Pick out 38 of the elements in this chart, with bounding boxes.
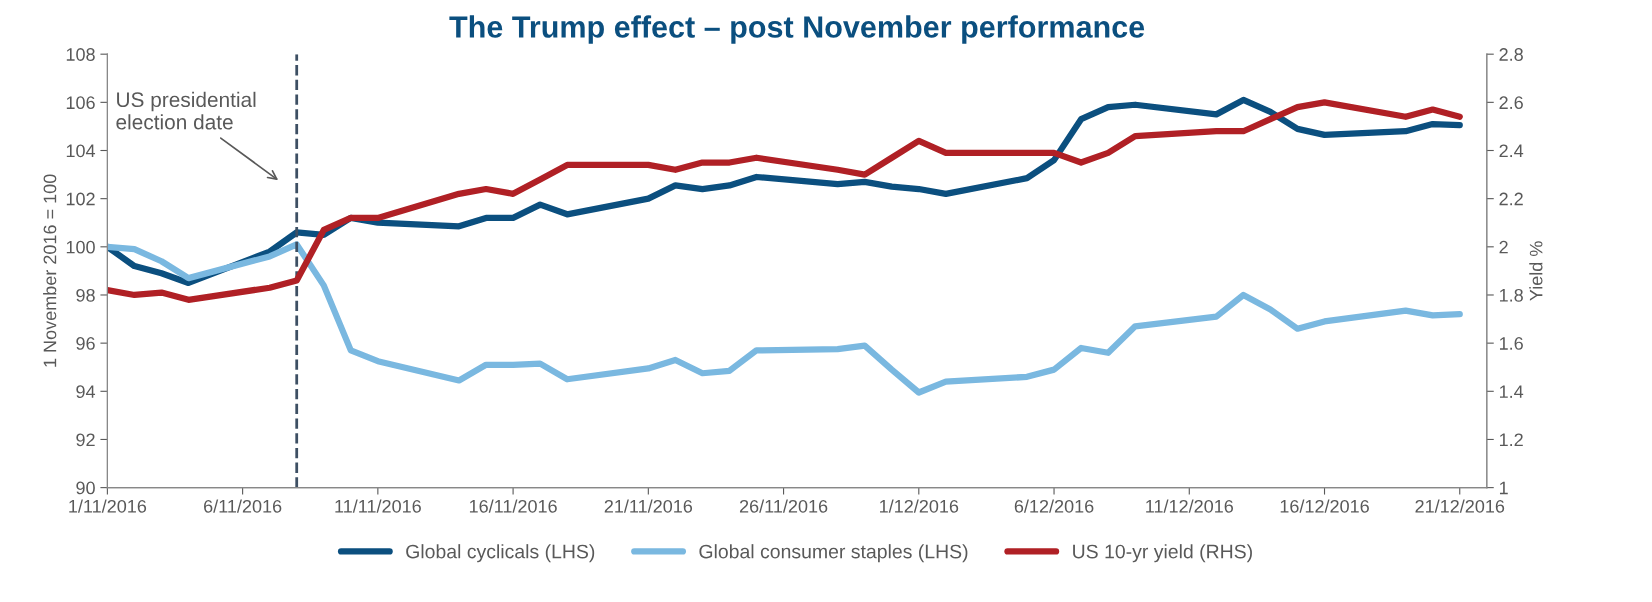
- legend-label: Global consumer staples (LHS): [699, 544, 968, 563]
- x-tick-label: 11/11/2016: [335, 499, 421, 513]
- y-tick-label: 98: [76, 288, 95, 302]
- y-tick-label: 100: [66, 240, 95, 254]
- y-tick-label: 94: [76, 385, 96, 399]
- y-tick-label: 104: [66, 144, 96, 158]
- legend-label: US 10-yr yield (RHS): [1073, 544, 1252, 563]
- x-tick-label: 6/11/2016: [204, 499, 282, 513]
- y2-tick-label: 2.6: [1499, 96, 1523, 110]
- y2-tick-label: 1.2: [1499, 433, 1523, 446]
- y-tick-label: 106: [66, 96, 95, 110]
- y2-tick-label: 2.2: [1499, 192, 1523, 206]
- y-tick-label: 90: [76, 481, 95, 495]
- y-tick-label: 96: [76, 337, 95, 350]
- x-tick-label: 1/12/2016: [880, 499, 959, 513]
- x-tick-label: 21/11/2016: [604, 499, 693, 513]
- y2-tick-label: 1.4: [1499, 385, 1524, 398]
- y2-tick-label: 1.6: [1499, 337, 1523, 350]
- y2-tick-label: 1.8: [1499, 288, 1523, 302]
- x-tick-label: 21/12/2016: [1415, 499, 1505, 513]
- x-tick-label: 6/12/2016: [1014, 499, 1094, 513]
- y2-tick-label: 2: [1499, 240, 1508, 254]
- y-tick-label: 108: [66, 48, 95, 61]
- chart-title: The Trump effect – post November performance: [449, 15, 1145, 44]
- x-tick-label: 1/11/2016: [69, 499, 147, 513]
- legend-label: Global cyclicals (LHS): [406, 544, 595, 563]
- y-tick-label: 92: [76, 433, 95, 447]
- y-tick-label: 102: [66, 192, 95, 206]
- y2-axis-title: Yield %: [1529, 241, 1543, 301]
- y2-tick-label: 1: [1499, 481, 1508, 495]
- ref-line-label: US presidential election date: [116, 91, 256, 130]
- y2-tick-label: 2.4: [1499, 144, 1524, 158]
- x-tick-label: 11/12/2016: [1146, 499, 1234, 513]
- x-tick-label: 26/11/2016: [739, 499, 828, 513]
- x-tick-label: 16/12/2016: [1280, 499, 1369, 513]
- y-axis-title: 1 November 2016 = 100: [43, 174, 57, 367]
- x-tick-label: 16/11/2016: [469, 499, 557, 513]
- y2-tick-label: 2.8: [1499, 48, 1523, 61]
